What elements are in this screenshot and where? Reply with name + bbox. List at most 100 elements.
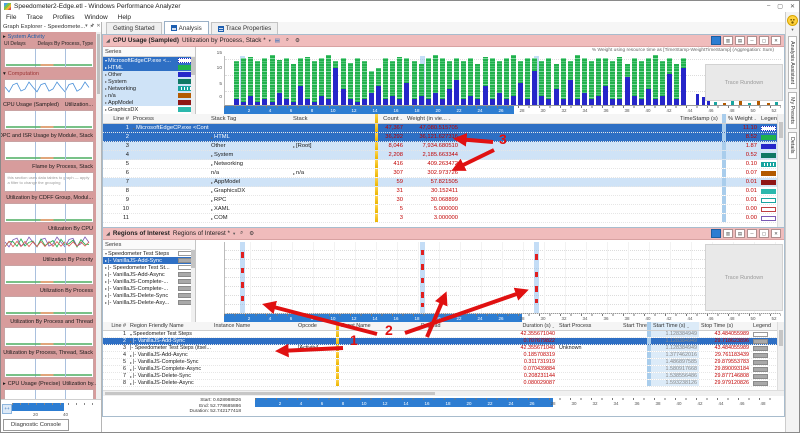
regions-table-scrollbar[interactable] [777, 322, 784, 390]
graph-explorer-item[interactable]: ▸ CPU Usage (Precise) Utilization by... [1, 380, 96, 399]
cpu-chart[interactable]: % Weight using resource time as [TimeSta… [196, 47, 784, 114]
table-row[interactable]: 8 ▸ |- VanillaJS-Delete-Async 0.080029087 1.… [103, 380, 784, 387]
column-header[interactable]: Start Time (s) ⌄ [651, 322, 699, 330]
expander-icon[interactable]: ▸ [130, 352, 133, 358]
layout-split-icon[interactable]: ▥ [723, 229, 733, 238]
expander-icon[interactable]: ▸ [105, 86, 108, 91]
expander-icon[interactable]: ▸ [130, 359, 133, 365]
graph-thumbnail[interactable] [3, 141, 94, 161]
graph-explorer-item[interactable]: ▸ System Activity UI Delays Delays By Proce… [1, 33, 96, 68]
column-header[interactable]: Legend [761, 115, 781, 122]
menu-profiles[interactable]: Profiles [52, 13, 75, 21]
column-header[interactable]: Stack Tag [211, 115, 237, 122]
regions-series-item[interactable]: ▸ |- VanillaJS-Complete-... [103, 278, 195, 285]
minimap-zoom-button[interactable]: ++ [2, 404, 12, 414]
column-header[interactable]: Start Thre [623, 323, 647, 329]
regions-series-item[interactable]: ▸ |- VanillaJS-Delete-Asy... [103, 299, 195, 306]
regions-preset-dropdown[interactable]: Regions of Interest * [172, 230, 230, 237]
collapse-icon[interactable]: ◢ [106, 37, 110, 44]
table-row[interactable]: 8 ▸ GraphicsDX 31 30.152411 0.01 [103, 187, 784, 196]
expander-icon[interactable]: ▸ [130, 380, 133, 386]
column-header[interactable]: Opcode [298, 323, 317, 329]
maximize-icon[interactable]: ▢ [777, 4, 783, 10]
regions-series-item[interactable]: ▸ |- VanillaJS-Complete-... [103, 285, 195, 292]
expander-icon[interactable]: ▸ [293, 143, 296, 149]
table-row[interactable]: 10 ▸ XAML 5 5.000000 0.00 [103, 205, 784, 214]
search-icon[interactable]: ⌕ [240, 230, 244, 236]
regions-series-scrollbar[interactable] [191, 249, 195, 322]
expander-icon[interactable]: ▸ [105, 100, 108, 105]
gear-icon[interactable]: ⚙ [249, 230, 255, 237]
cpu-series-scrollbar[interactable] [191, 56, 195, 114]
table-row[interactable]: 4 ▸ System 2,208 2,185.663344 0.52 [103, 151, 784, 160]
expander-icon[interactable]: ▸ [211, 188, 214, 194]
graph-explorer-list[interactable]: ▸ System Activity UI Delays Delays By Proce… [1, 32, 96, 399]
expander-icon[interactable]: ▸ [105, 72, 108, 77]
column-header[interactable]: Count ⌄ [383, 115, 403, 122]
graph-thumbnail[interactable] [3, 389, 94, 399]
regions-plot-area[interactable]: Trace Rundown [224, 242, 783, 314]
graph-explorer-item[interactable]: Utilization by Process, Thread, Stack [1, 349, 96, 378]
table-row[interactable]: 6 n/a ▸ n/a 307 302.973726 0.07 [103, 169, 784, 178]
expander-icon[interactable]: ▸ [293, 170, 296, 176]
cpu-plot-area[interactable]: Trace Rundown [224, 55, 783, 106]
table-row[interactable]: 3 |- Speedometer Test Steps (itsel... [Act… [103, 345, 784, 352]
expander-icon[interactable]: ▸ [130, 373, 133, 379]
cpu-series-item[interactable]: ▸ n/a [103, 92, 195, 99]
column-header[interactable]: Instance Name [214, 323, 251, 329]
graph-explorer-item[interactable]: ▾ Computation [1, 70, 96, 99]
chart-view-icon[interactable] [711, 229, 721, 238]
cpu-series-item[interactable]: ▸ Networking [103, 85, 195, 92]
minimize-icon[interactable]: – [766, 3, 771, 9]
column-header[interactable]: Legend [753, 323, 771, 329]
regions-chart[interactable]: Trace Rundown 2 4 6 8 10 12 14 16 18 20 22 24 26 28 30 3… [196, 240, 784, 322]
table-row[interactable]: 3 Other ▸ [Root] 8,046 7,934.680510 1.87 [103, 142, 784, 151]
expander-icon[interactable]: ▾ [3, 71, 6, 77]
expander-icon[interactable]: ▸ [211, 152, 214, 158]
table-row[interactable]: 11 ▸ COM 3 3.000000 0.00 [103, 214, 784, 223]
minimize-icon[interactable]: ─ [747, 36, 757, 45]
right-tab-details[interactable]: Details [788, 132, 797, 159]
right-tab-my-presets[interactable]: My Presets [788, 92, 797, 130]
expander-icon[interactable]: ▸ [211, 197, 214, 203]
regions-series-item[interactable]: ▸ |- Speedometer Test St... [103, 264, 195, 271]
expander-icon[interactable]: ▾ [105, 58, 108, 63]
expander-icon[interactable]: ▸ [105, 93, 108, 98]
graph-explorer-item[interactable]: Utilization By CPU [1, 225, 96, 254]
graph-explorer-item[interactable]: DPC and ISR Usage by Module, Stack [1, 132, 96, 161]
column-header[interactable]: Stop Time (s) [701, 323, 734, 329]
column-header[interactable]: Process [133, 115, 154, 122]
cpu-series-item[interactable]: ▾ MicrosoftEdgeCP.exe <... [103, 57, 195, 64]
expander-icon[interactable]: ▸ [3, 381, 6, 387]
minimize-icon[interactable]: ─ [747, 229, 757, 238]
graph-explorer-minimap[interactable]: ++ 20 40 [1, 399, 101, 419]
graph-thumbnail[interactable] [3, 358, 94, 378]
timeline-ruler[interactable]: 2 4 6 8 10 12 14 16 18 20 22 24 26 28 30 32 34 36 38 40 42 44… [243, 398, 780, 412]
expander-icon[interactable]: ▸ [105, 258, 108, 263]
table-row[interactable]: 7 ▸ |- VanillaJS-Delete-Sync 0.208231144 1.5… [103, 373, 784, 380]
graph-thumbnail[interactable] [3, 296, 94, 316]
gear-icon[interactable]: ⚙ [294, 37, 300, 44]
graph-thumbnail[interactable] [3, 79, 94, 99]
table-row[interactable]: 6 ▸ |- VanillaJS-Complete-Async 0.070439884… [103, 366, 784, 373]
expander-icon[interactable]: ▸ [130, 366, 133, 372]
graph-thumbnail[interactable] [3, 203, 94, 223]
expander-icon[interactable]: ▸ [105, 293, 108, 298]
graph-explorer-item[interactable]: Utilization By Process and Thread [1, 318, 96, 347]
graph-thumbnail[interactable] [3, 48, 94, 68]
collapse-icon[interactable]: ◢ [106, 230, 110, 237]
menu-help[interactable]: Help [117, 13, 132, 21]
menu-window[interactable]: Window [84, 13, 108, 21]
chevron-down-icon[interactable]: ▾ [232, 230, 236, 236]
menu-file[interactable]: File [6, 13, 17, 21]
menu-trace[interactable]: Trace [26, 13, 43, 21]
tab-analysis[interactable]: Analysis [163, 21, 209, 34]
table-row[interactable]: 9 ▸ RPC 30 30.068899 0.01 [103, 196, 784, 205]
scrollbar-thumb[interactable] [779, 122, 783, 138]
restore-icon[interactable]: ▢ [759, 229, 769, 238]
regions-series-item[interactable]: ▸ |- VanillaJS-Add-Async [103, 271, 195, 278]
tab-getting-started[interactable]: Getting Started [106, 22, 162, 34]
close-icon[interactable]: ✕ [96, 23, 101, 29]
table-row[interactable]: 7 ▸ AppModel 59 57.821505 0.01 [103, 178, 784, 187]
table-row[interactable]: 5 ▸ Networking 416 409.263472 0.10 [103, 160, 784, 169]
